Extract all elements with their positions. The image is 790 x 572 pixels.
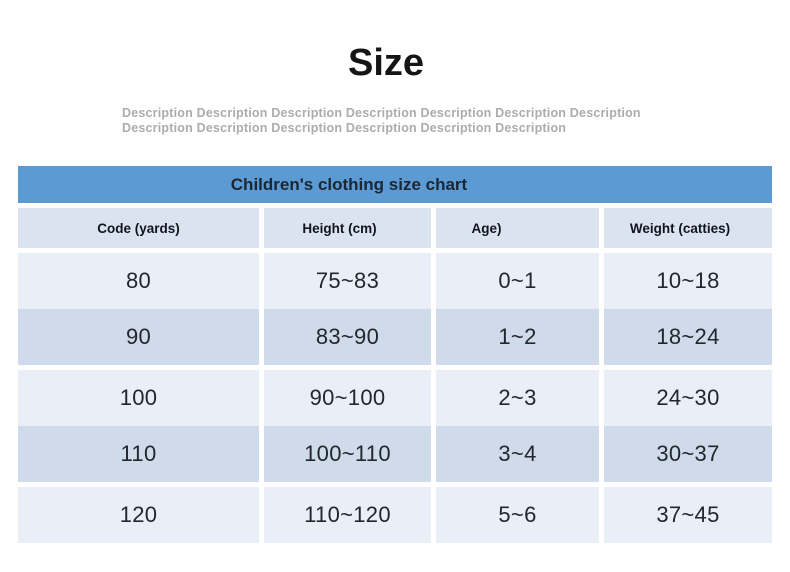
column-header-weight: Weight (catties): [604, 208, 772, 248]
cell-height: 75~83: [264, 253, 431, 309]
cell-code: 90: [18, 309, 259, 365]
size-chart-table: Children's clothing size chart Code (yar…: [18, 166, 772, 543]
cell-height: 90~100: [264, 370, 431, 426]
table-row-120: 120 110~120 5~6 37~45: [18, 487, 772, 543]
cell-code: 100: [18, 370, 259, 426]
cell-age: 5~6: [436, 487, 599, 543]
cell-weight: 18~24: [604, 309, 772, 365]
cell-age: 2~3: [436, 370, 599, 426]
cell-height: 83~90: [264, 309, 431, 365]
cell-weight: 24~30: [604, 370, 772, 426]
cell-height: 110~120: [264, 487, 431, 543]
cell-code: 110: [18, 426, 259, 482]
cell-age: 0~1: [436, 253, 599, 309]
column-header-code: Code (yards): [18, 208, 259, 248]
table-header-row: Code (yards) Height (cm) Age) Weight (ca…: [18, 208, 772, 248]
table-title-bar: Children's clothing size chart: [18, 166, 772, 203]
cell-code: 80: [18, 253, 259, 309]
cell-weight: 37~45: [604, 487, 772, 543]
description-line-2: Description Description Description Desc…: [122, 121, 567, 135]
cell-weight: 10~18: [604, 253, 772, 309]
column-header-height: Height (cm): [264, 208, 431, 248]
table-row-80: 80 75~83 0~1 10~18: [18, 253, 772, 309]
table-row-90: 90 83~90 1~2 18~24: [18, 309, 772, 365]
cell-age: 3~4: [436, 426, 599, 482]
cell-code: 120: [18, 487, 259, 543]
description-block: Description Description Description Desc…: [122, 106, 641, 136]
table-row-100: 100 90~100 2~3 24~30: [18, 370, 772, 426]
cell-age: 1~2: [436, 309, 599, 365]
cell-height: 100~110: [264, 426, 431, 482]
description-line-1: Description Description Description Desc…: [122, 106, 641, 120]
page-title: Size: [347, 42, 425, 84]
cell-weight: 30~37: [604, 426, 772, 482]
table-row-110: 110 100~110 3~4 30~37: [18, 426, 772, 482]
column-header-age: Age): [436, 208, 599, 248]
